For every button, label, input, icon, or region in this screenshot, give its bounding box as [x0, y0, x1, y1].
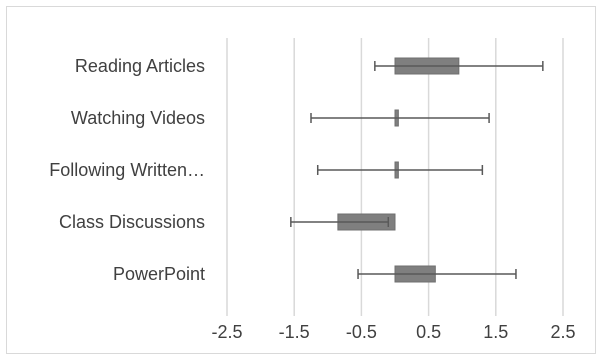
x-tick-label: -2.5 — [211, 322, 242, 342]
x-tick-label: 0.5 — [416, 322, 441, 342]
category-label: Reading Articles — [75, 56, 205, 76]
chart-frame — [6, 6, 596, 354]
category-label: PowerPoint — [113, 264, 205, 284]
category-label: Watching Videos — [71, 108, 205, 128]
x-tick-label: 2.5 — [550, 322, 575, 342]
x-tick-label: -0.5 — [346, 322, 377, 342]
category-label: Following Written… — [49, 160, 205, 180]
x-tick-label: -1.5 — [279, 322, 310, 342]
category-label: Class Discussions — [59, 212, 205, 232]
x-tick-label: 1.5 — [483, 322, 508, 342]
